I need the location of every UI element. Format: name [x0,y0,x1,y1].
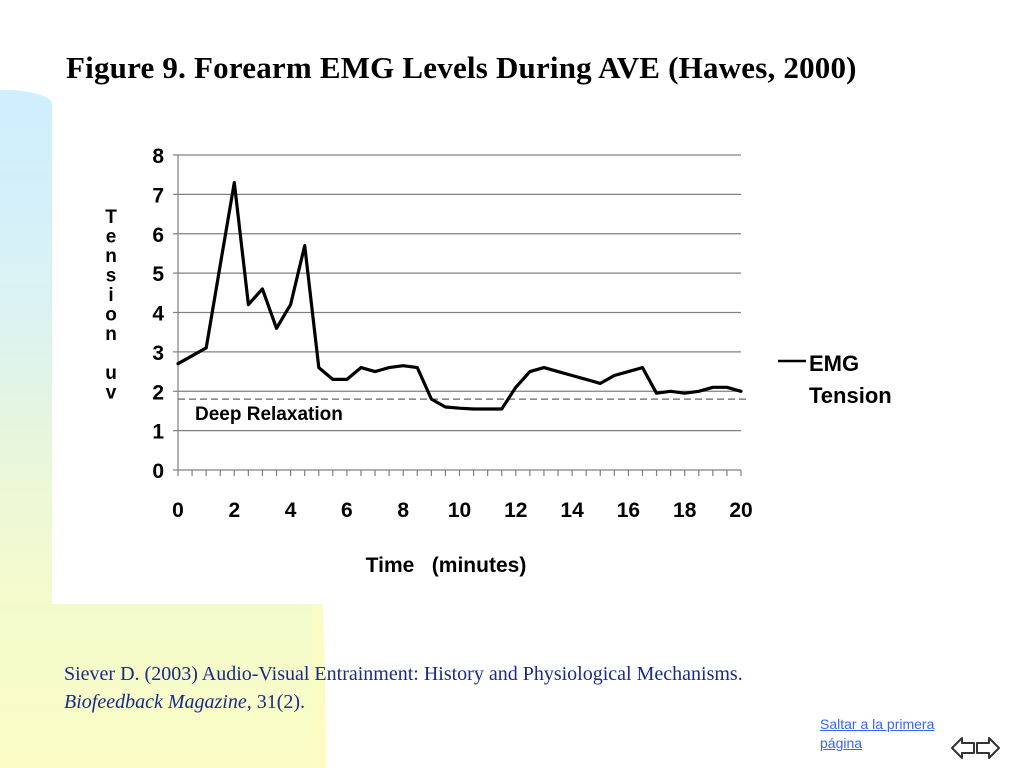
y-tick-label: 6 [152,224,164,247]
y-label-letter: i [108,285,113,306]
y-label-letter: T [105,207,117,228]
legend-label-line1: EMG [809,351,859,376]
right-arrow-icon[interactable] [975,734,1001,762]
x-tick-label: 8 [397,499,409,522]
citation: Siever D. (2003) Audio-Visual Entrainmen… [64,660,743,716]
x-tick-labels: 0 2 4 6 8 10 12 14 16 18 20 [172,499,753,522]
x-tick-label: 12 [504,499,527,522]
y-tick-label: 3 [152,342,164,365]
y-tick-label: 7 [152,184,164,207]
x-tick-label: 0 [172,499,184,522]
left-arrow-icon[interactable] [950,734,976,762]
background-gradient-bottom [0,604,323,768]
citation-line1: Siever D. (2003) Audio-Visual Entrainmen… [64,663,743,685]
legend-label-line2: Tension [809,383,892,408]
x-tick-label: 20 [729,499,752,522]
y-tick-label: 2 [152,381,164,404]
y-label-letter: s [106,266,117,287]
y-tick-label: 0 [152,460,164,483]
x-tick-label: 10 [448,499,471,522]
y-label-letter: o [105,305,117,326]
y-tick-label: 4 [152,303,164,326]
series-line [176,181,743,411]
citation-magazine: Biofeedback Magazine [64,691,247,713]
reference-label: Deep Relaxation [195,404,343,425]
y-label-letter: n [105,324,117,345]
x-tick-label: 4 [285,499,297,522]
x-tick-label: 18 [673,499,697,522]
background-gradient-left [0,90,52,605]
figure-title: Figure 9. Forearm EMG Levels During AVE … [66,50,857,85]
y-tick-label: 1 [152,421,164,444]
y-tick-label: 5 [152,263,164,286]
axes [173,154,742,476]
citation-volume: , 31(2). [246,691,306,713]
y-label-letter: n [105,246,117,267]
series-emg-tension [176,181,743,411]
background-gradient-curve [312,604,326,768]
x-tick-label: 2 [228,499,240,522]
y-label-letter: v [106,383,117,404]
x-tick-label: 14 [560,499,584,522]
x-axis-label: Time (minutes) [366,554,527,577]
jump-to-first-page-link[interactable]: Saltar a la primera página [820,716,935,751]
y-label-letter: e [106,227,117,248]
y-tick-labels: 0 1 2 3 4 5 6 7 8 [152,145,164,483]
y-label-letter: u [105,363,117,384]
x-tick-label: 6 [341,499,353,522]
deep-relaxation-reference: Deep Relaxation [178,398,749,425]
chart-legend: EMG Tension [778,351,892,408]
y-tick-label: 8 [152,145,164,168]
x-tick-label: 16 [617,499,640,522]
